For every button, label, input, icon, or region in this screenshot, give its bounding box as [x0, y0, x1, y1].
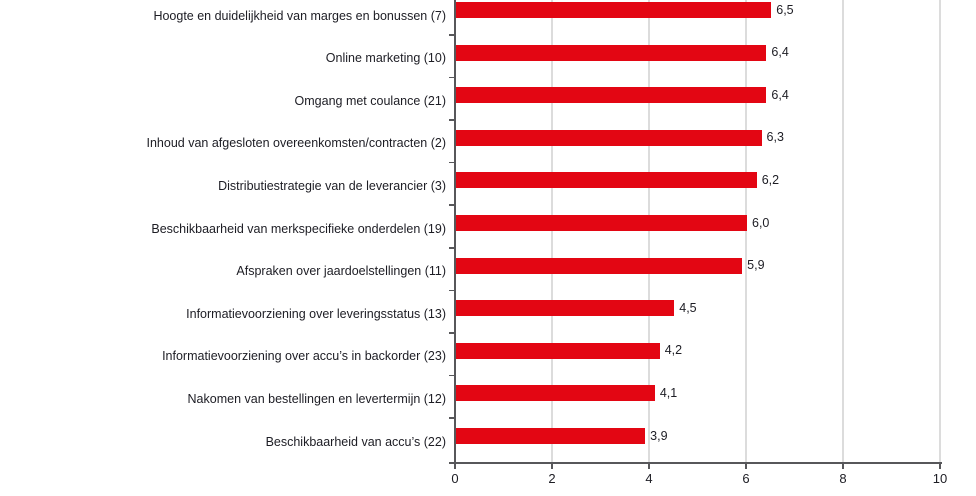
value-label: 4,2: [664, 343, 683, 358]
gridline: [842, 0, 844, 462]
y-axis-tick: [449, 119, 454, 121]
x-axis-tick-label: 6: [742, 471, 750, 486]
y-axis-tick: [449, 289, 454, 292]
bar: [456, 87, 767, 104]
category-label: Informatievoorziening over accu’s in bac…: [162, 349, 446, 364]
category-label: Inhoud van afgesloten overeenkomsten/con…: [146, 136, 447, 151]
x-axis-line: [449, 462, 942, 464]
y-axis-tick: [449, 417, 454, 419]
value-label: 6,2: [761, 172, 780, 187]
x-axis-tick: [648, 464, 650, 469]
x-axis-tick: [842, 464, 844, 469]
value-label: 3,9: [650, 428, 668, 443]
value-label: 6,3: [766, 130, 784, 145]
value-label: 6,5: [776, 2, 794, 17]
category-label: Nakomen van bestellingen en levertermijn…: [187, 391, 446, 406]
gridline: [551, 0, 553, 462]
y-axis-tick: [449, 204, 454, 206]
x-axis-tick-label: 0: [451, 471, 459, 486]
y-axis-tick: [449, 247, 454, 249]
x-axis-tick-label: 10: [932, 471, 948, 486]
x-axis-tick-label: 8: [839, 471, 847, 486]
bar: [456, 215, 747, 231]
category-label: Distributiestrategie van de leverancier …: [218, 178, 446, 193]
bar: [456, 428, 646, 444]
gridline: [648, 0, 650, 462]
y-axis-tick: [449, 34, 454, 36]
category-label: Hoogte en duidelijkheid van marges en bo…: [153, 8, 446, 23]
category-label: Afspraken over jaardoelstellingen (11): [236, 264, 446, 279]
y-axis-line: [454, 0, 456, 462]
x-axis-tick: [551, 464, 553, 469]
x-axis-tick-label: 2: [548, 471, 556, 486]
category-label: Beschikbaarheid van accu’s (22): [265, 434, 446, 449]
bar: [456, 129, 762, 146]
y-axis-tick: [449, 332, 454, 334]
value-label: 6,4: [771, 87, 789, 102]
value-label: 6,4: [771, 45, 789, 60]
gridline: [939, 0, 941, 462]
value-label: 5,9: [747, 258, 765, 273]
bar: [456, 44, 767, 61]
bar: [456, 2, 772, 18]
category-label: Beschikbaarheid van merkspecifieke onder…: [151, 221, 446, 236]
x-axis-tick: [939, 464, 941, 469]
x-axis-tick-label: 4: [645, 471, 653, 486]
category-label: Omgang met coulance (21): [294, 93, 446, 108]
category-label: Informatievoorziening over leveringsstat…: [186, 306, 446, 321]
y-axis-tick: [449, 374, 454, 377]
bar: [456, 342, 660, 359]
value-label: 4,5: [679, 300, 697, 315]
gridline: [745, 0, 747, 462]
bar: [456, 257, 743, 274]
y-axis-tick: [449, 161, 454, 164]
x-axis-tick: [454, 464, 456, 469]
value-label: 6,0: [752, 215, 770, 230]
bar: [456, 172, 757, 189]
bar: [456, 385, 655, 402]
bar: [456, 300, 675, 317]
x-axis-tick: [745, 464, 747, 469]
category-label: Online marketing (10): [325, 51, 446, 66]
value-label: 4,1: [659, 385, 678, 400]
y-axis-tick: [449, 76, 454, 79]
